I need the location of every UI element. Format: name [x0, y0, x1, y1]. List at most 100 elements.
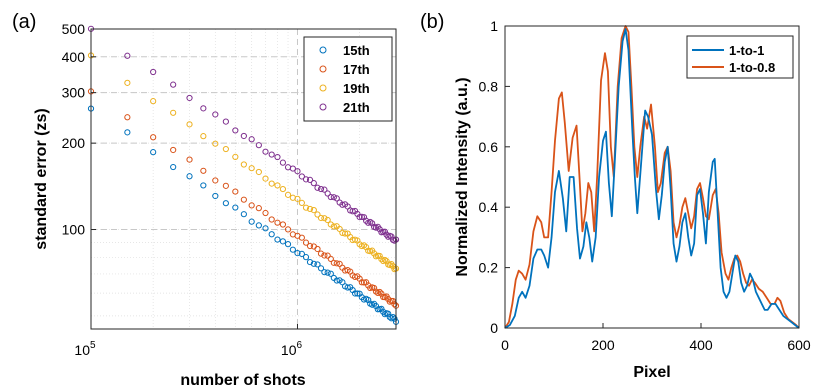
- data-point: [170, 109, 177, 116]
- data-point: [314, 211, 321, 218]
- data-point: [388, 233, 395, 240]
- y-tick-label: 300: [62, 85, 86, 101]
- data-point: [358, 213, 365, 220]
- data-point: [268, 231, 275, 238]
- data-point: [344, 284, 351, 291]
- data-point: [358, 279, 365, 286]
- panel-a-points: [87, 25, 400, 325]
- data-point: [240, 211, 247, 218]
- data-point: [317, 214, 325, 222]
- data-point: [284, 241, 292, 248]
- data-point: [321, 252, 328, 259]
- data-point: [363, 279, 370, 286]
- x-tick-label: 400: [689, 337, 713, 353]
- data-point: [248, 165, 255, 172]
- panel-b-ticks: 0 0.2 0.4 0.6 0.8 1 0 200 400 600: [479, 18, 811, 353]
- data-point: [306, 258, 314, 266]
- legend-label: 1-to-0.8: [729, 60, 775, 75]
- data-point: [248, 202, 255, 209]
- data-point: [324, 252, 331, 259]
- data-point: [240, 161, 247, 168]
- data-point: [327, 270, 334, 277]
- data-point: [327, 221, 334, 228]
- data-point: [388, 315, 395, 322]
- data-point: [262, 209, 269, 217]
- y-tick-label: 500: [62, 21, 86, 37]
- data-point: [369, 220, 376, 227]
- data-point: [124, 114, 131, 121]
- data-point: [279, 159, 287, 166]
- x-tick-label: 106: [281, 340, 303, 358]
- series-17th: [87, 88, 400, 309]
- panel-a-legend-box: [303, 36, 393, 122]
- panel-a-frame: [90, 28, 397, 330]
- data-point: [391, 237, 398, 244]
- data-point: [310, 260, 317, 267]
- data-point: [268, 180, 275, 187]
- data-point: [333, 260, 340, 267]
- panel-b-lines: [504, 25, 800, 329]
- data-point: [324, 190, 331, 197]
- data-point: [274, 219, 281, 226]
- y-tick-label: 400: [62, 49, 86, 65]
- legend-marker: [319, 103, 327, 111]
- data-point: [150, 149, 157, 156]
- data-point: [289, 246, 296, 253]
- data-point: [317, 250, 325, 257]
- panel-b-xlabel: Pixel: [633, 364, 670, 381]
- data-point: [212, 140, 219, 147]
- data-point: [324, 216, 331, 224]
- data-point: [274, 236, 281, 243]
- data-point: [330, 194, 337, 201]
- legend-marker: [319, 84, 327, 92]
- data-point: [200, 182, 207, 189]
- data-point: [232, 188, 239, 195]
- panel-a: (a) 100 200 300 400 500 105 106 number of shot…: [12, 11, 400, 389]
- data-point: [289, 165, 296, 172]
- data-point: [200, 133, 207, 140]
- data-point: [302, 204, 310, 211]
- x-tick-label: 600: [787, 337, 811, 353]
- data-point: [376, 252, 383, 260]
- data-point: [327, 255, 334, 262]
- legend-label: 21th: [343, 100, 370, 115]
- data-point: [330, 223, 337, 230]
- data-point: [378, 290, 385, 297]
- data-point: [354, 290, 361, 297]
- data-point: [391, 315, 398, 322]
- data-point: [255, 168, 262, 176]
- data-point: [262, 175, 269, 182]
- panel-b-legend-box: [686, 35, 794, 79]
- series-19th: [87, 52, 400, 273]
- data-point: [255, 222, 262, 229]
- data-point: [248, 218, 255, 225]
- legend-label: 17th: [343, 62, 370, 77]
- data-point: [298, 234, 305, 241]
- data-point: [310, 207, 317, 214]
- legend-marker: [319, 46, 327, 54]
- series-line-1-to-1: [504, 28, 800, 329]
- data-point: [232, 204, 239, 211]
- data-point: [360, 279, 368, 286]
- panel-b: (b) 0 0.2 0.4 0.6 0.8 1 0 200 400 600 Pixel Norma…: [420, 11, 811, 381]
- legend-marker: [319, 65, 327, 73]
- data-point: [124, 79, 131, 86]
- data-point: [321, 186, 328, 193]
- data-point: [262, 148, 269, 155]
- data-point: [170, 163, 177, 171]
- series-21th: [87, 25, 400, 244]
- y-tick-label: 0.6: [479, 139, 499, 155]
- y-tick-label: 100: [62, 222, 86, 238]
- data-point: [349, 208, 356, 215]
- panel-a-legend: 15th 17th 19th 21th: [303, 36, 393, 122]
- data-point: [321, 269, 328, 276]
- panel-b-frame: [504, 25, 800, 329]
- data-point: [372, 302, 380, 310]
- data-point: [186, 121, 193, 128]
- data-point: [222, 118, 229, 125]
- y-tick-label: 0.4: [479, 199, 499, 215]
- data-point: [170, 146, 177, 154]
- data-point: [376, 288, 383, 296]
- data-point: [385, 310, 392, 317]
